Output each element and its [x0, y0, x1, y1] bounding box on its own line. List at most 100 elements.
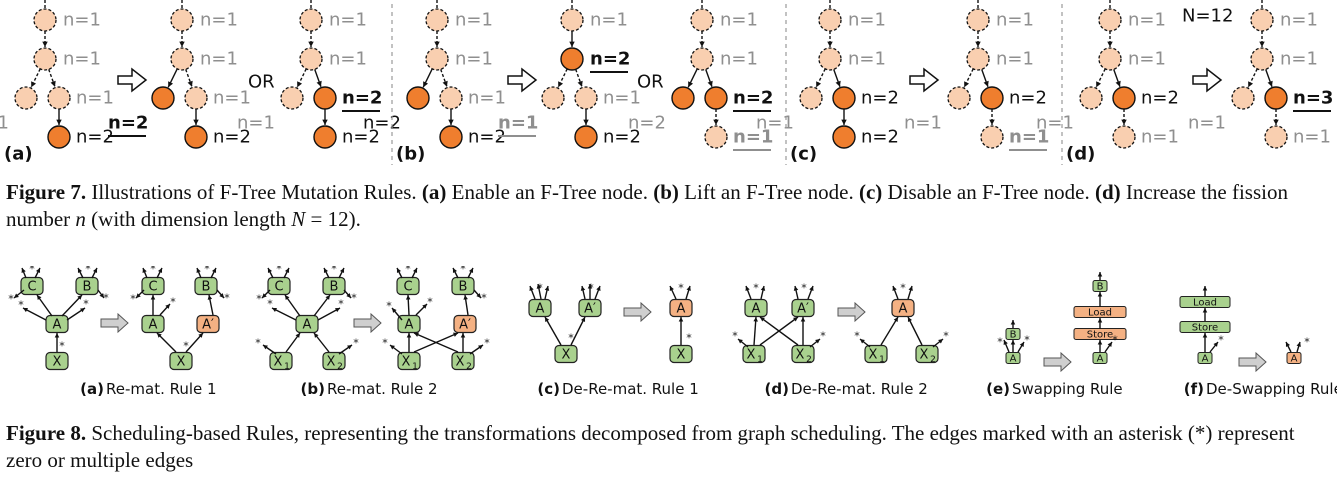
op-node-label: X: [869, 348, 878, 363]
disabled-node: [1098, 47, 1122, 71]
arrow-head: [760, 317, 765, 322]
arrow-head: [544, 286, 550, 291]
rule-arrow: [100, 312, 129, 334]
arrow-head: [297, 81, 303, 88]
subcaption-label: (c): [537, 380, 560, 398]
op-node: [20, 276, 44, 296]
arrow-head: [77, 295, 82, 300]
fission-label: n=1: [455, 49, 493, 70]
fission-label: n=2: [1141, 88, 1179, 109]
asterisk: *: [224, 292, 230, 305]
arrow-head: [442, 80, 448, 87]
figure7-caption-label: Figure 7.: [6, 180, 87, 204]
arrow-head: [669, 286, 674, 291]
arrow-head: [1107, 41, 1113, 47]
arrow-head: [219, 293, 224, 298]
fission-label: n=2: [213, 127, 251, 148]
op-node: [1179, 321, 1231, 333]
asterisk: *: [1218, 334, 1224, 347]
fission-label: n=1: [590, 10, 628, 31]
op-node-label: X: [177, 355, 186, 370]
disabled-node: [299, 8, 323, 32]
op-node: [791, 298, 815, 318]
arrow-head: [760, 286, 766, 291]
op-node: [453, 314, 477, 334]
arrow-head: [989, 119, 995, 125]
op-node-label: A: [752, 302, 761, 317]
rule-arrow: [353, 312, 382, 334]
fission-label: n=1: [1280, 10, 1318, 31]
disabled-node: [1250, 8, 1274, 32]
arrow-head: [975, 41, 981, 47]
op-node-subscript: 1: [412, 362, 418, 372]
op-node-subscript: 1: [284, 362, 290, 372]
arrow-head: [412, 268, 418, 273]
arrow-head: [157, 333, 162, 338]
fission-label: n=1: [200, 10, 238, 31]
panel-label: (a): [4, 144, 33, 165]
asterisk: *: [276, 266, 282, 276]
asterisk: *: [678, 282, 684, 295]
op-node: [891, 298, 915, 318]
asterisk: *: [1112, 334, 1118, 347]
arrow-head: [193, 119, 199, 125]
op-node: [1092, 352, 1108, 364]
asterisk: *: [484, 337, 490, 350]
asterisk: *: [386, 300, 392, 313]
arrow-head: [179, 41, 185, 47]
graph-edge: [880, 316, 899, 346]
op-node: [1005, 352, 1021, 364]
op-node-label: X: [747, 348, 756, 363]
op-node-subscript: 2: [337, 362, 343, 372]
subcaption-text: Re-mat. Rule 2: [327, 380, 438, 398]
arrow-head: [707, 80, 713, 87]
arrow-head: [434, 41, 440, 47]
enabled-node: [832, 125, 856, 149]
figure8-diagram: C BAX** ** ** *C BA A′X*** ** *(a) Re-mat. Rule …: [8, 266, 1337, 398]
arrow-head: [815, 339, 820, 344]
arrow-head: [478, 345, 483, 350]
asterisk: *: [568, 332, 574, 345]
arrow-head: [545, 317, 550, 322]
arrow-head: [423, 81, 429, 88]
fission-label: n=2: [603, 127, 641, 148]
asterisk: *: [405, 266, 411, 276]
fission-label: n=1: [1141, 127, 1179, 148]
arrow-head: [272, 307, 277, 313]
arrow-head: [414, 332, 419, 337]
arrow-head: [468, 268, 474, 273]
arrow-head: [1097, 272, 1103, 277]
op-node-subscript: 1: [879, 355, 885, 365]
op-node-label: A: [536, 302, 545, 317]
figure7-caption-var-n: n: [75, 207, 86, 231]
disabled-node: [184, 86, 208, 110]
asterisk: *: [83, 298, 89, 311]
op-node-label: A: [1202, 354, 1209, 365]
op-node-label: X: [402, 355, 411, 370]
fission-label: n=1: [1128, 49, 1166, 70]
arrow-head: [745, 286, 750, 291]
arrow-head: [908, 286, 913, 291]
arrow-head: [1259, 41, 1265, 47]
enabled-node: [406, 86, 430, 110]
panel-label: (d): [1066, 144, 1095, 165]
op-node-label: X: [562, 348, 571, 363]
disabled-node: [170, 8, 194, 32]
op-node: [1179, 296, 1231, 308]
arrow-head: [314, 333, 319, 338]
arrow-head: [207, 295, 213, 300]
disabled-node: [425, 8, 449, 32]
fission-label: n=1: [213, 88, 251, 109]
arrow-head: [463, 295, 468, 300]
arrow-head: [827, 41, 833, 47]
arrow-head: [284, 268, 290, 273]
op-node-label: A: [1291, 354, 1298, 365]
fission-label: n=1: [237, 113, 275, 134]
arrow-head: [686, 286, 691, 291]
op-node-label: A: [1010, 354, 1017, 365]
op-node-subscript: 2: [806, 355, 812, 365]
subcaption-label: (e): [986, 380, 1010, 398]
arrow-head: [262, 293, 267, 298]
disabled-node: [425, 47, 449, 71]
fission-label: n=2: [468, 127, 506, 148]
